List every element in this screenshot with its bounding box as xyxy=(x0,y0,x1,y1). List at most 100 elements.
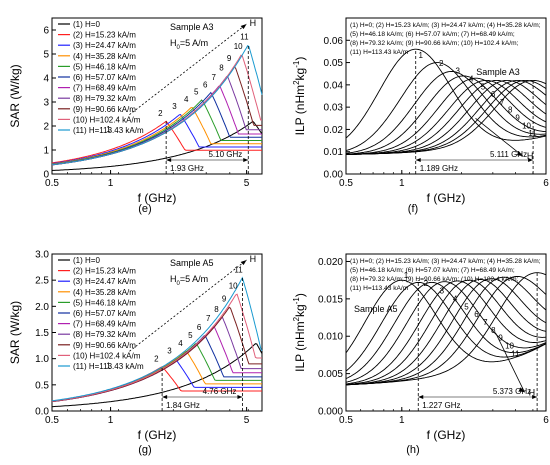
curve-label-5: 5 xyxy=(194,88,199,97)
curve-label-5: 5 xyxy=(188,331,193,340)
peak-annotation-left: 1.84 GHz xyxy=(166,401,200,410)
y-axis-label: SAR (W/kg) xyxy=(8,301,22,364)
chart-panel-f: 0.5 1 6 0.00 0.01 0.02 0.03 0.04 0.05 0.06 f (GHz)… xyxy=(292,17,549,215)
legend-entry-2: (2) H=15.23 kA/m xyxy=(73,267,136,276)
peak-annotation-right: 5.10 GHz xyxy=(208,150,242,159)
x-axis-label: f (GHz) xyxy=(427,191,466,205)
y-tick-label: 0.06 xyxy=(324,36,344,47)
field-arrow xyxy=(129,23,247,116)
peak-annotation-right: 4.76 GHz xyxy=(203,387,237,396)
series-line-5 xyxy=(345,280,547,385)
field-note: H0=5 A/m xyxy=(170,274,208,287)
curve-label-11: 11 xyxy=(240,32,249,41)
legend-line-4: (11) H=113.43 kA/m xyxy=(350,285,409,292)
curve-label-1: 1 xyxy=(106,125,111,134)
curve-label-8: 8 xyxy=(491,326,496,335)
y-tick-label: 0 xyxy=(43,170,49,181)
peak-annotation-right: 5.373 GHz xyxy=(493,387,531,396)
curve-label-2: 2 xyxy=(439,59,444,68)
curve-label-9: 9 xyxy=(227,54,232,63)
y-tick-label: 0.03 xyxy=(324,103,344,114)
legend-entry-7: (7) H=68.49 kA/m xyxy=(73,320,136,329)
field-arrow xyxy=(495,332,525,393)
series-line-6 xyxy=(345,79,547,155)
chart-panel-h: 0.5 1 6 0.000 0.005 0.010 0.015 0.020 f (GHz) ILP… xyxy=(292,253,549,456)
y-tick-label: 0.05 xyxy=(324,58,344,69)
y-tick-label: 1 xyxy=(43,146,49,157)
plot-frame xyxy=(345,253,547,412)
sample-label: Sample A3 xyxy=(476,67,520,77)
y-tick-label: 0.04 xyxy=(324,80,344,91)
curve-label-10: 10 xyxy=(234,42,243,51)
span-arrowhead-right xyxy=(532,395,538,399)
curve-label-4: 4 xyxy=(453,294,458,303)
legend-entry-7: (7) H=68.49 kA/m xyxy=(73,84,136,93)
y-axis-label: SAR (W/kg) xyxy=(8,64,22,127)
series-line-1 xyxy=(51,343,263,408)
legend-entry-4: (4) H=35.28 kA/m xyxy=(73,52,136,61)
plot-frame xyxy=(51,17,263,175)
curve-label-2: 2 xyxy=(154,355,159,364)
x-tick-label: 0.5 xyxy=(339,178,353,189)
series-line-10 xyxy=(51,293,262,402)
field-arrow xyxy=(129,259,247,352)
field-arrowhead xyxy=(240,260,247,265)
legend-line-3: (8) H=79.32 kA/m; (9) H=90.66 kA/m; (10)… xyxy=(350,40,519,47)
span-arrowhead-right xyxy=(528,158,534,162)
legend-entry-5: (5) H=46.18 kA/m xyxy=(73,62,136,71)
y-tick-label: 1.5 xyxy=(35,328,49,339)
legend-entry-5: (5) H=46.18 kA/m xyxy=(73,298,136,307)
panel-caption: (g) xyxy=(138,444,151,456)
legend-entry-1: (1) H=0 xyxy=(73,20,100,29)
curve-label-6: 6 xyxy=(203,80,208,89)
sample-label: Sample A5 xyxy=(354,304,398,314)
curve-label-1: 1 xyxy=(106,362,111,371)
y-tick-label: 0.02 xyxy=(324,125,344,136)
span-arrowhead-left xyxy=(415,158,421,162)
x-tick-label: 1 xyxy=(399,178,405,189)
x-tick-label: 5 xyxy=(244,178,250,189)
curve-label-3: 3 xyxy=(172,102,177,111)
field-arrowhead xyxy=(518,387,525,393)
y-tick-label: 0.000 xyxy=(318,407,343,418)
curve-label-3: 3 xyxy=(440,287,445,296)
legend-entry-11: (11) H=113.43 kA/m xyxy=(73,362,144,371)
series-line-11 xyxy=(51,276,263,402)
x-axis-label: f (GHz) xyxy=(427,428,466,442)
series-line-4 xyxy=(345,75,546,155)
legend-entry-2: (2) H=15.23 kA/m xyxy=(73,31,136,40)
chart-panel-g: 0.5 1 50.00.51.01.52.02.53.0f (GHz)SAR (W/… xyxy=(8,250,263,456)
y-tick-label: 0.5 xyxy=(35,380,49,391)
span-arrowhead-left xyxy=(166,158,172,162)
series-line-1 xyxy=(51,120,263,171)
field-arrow-label: H xyxy=(250,18,257,28)
series-line-2 xyxy=(345,62,547,152)
curve-label-8: 8 xyxy=(219,64,224,73)
x-tick-label: 6 xyxy=(543,415,549,426)
legend-entry-6: (6) H=57.07 kA/m xyxy=(73,309,136,318)
curve-label-1: 1 xyxy=(404,271,409,280)
curve-label-1: 1 xyxy=(418,51,423,60)
curve-label-4: 4 xyxy=(178,339,183,348)
y-tick-label: 1.0 xyxy=(35,354,49,365)
y-tick-label: 2.0 xyxy=(35,302,49,313)
curve-label-9: 9 xyxy=(498,334,503,343)
series-line-11 xyxy=(51,44,263,166)
y-tick-label: 6 xyxy=(43,26,49,37)
series-line-1 xyxy=(345,48,547,141)
series-line-4 xyxy=(345,281,547,383)
field-arrowhead xyxy=(516,151,523,157)
series-line-2 xyxy=(345,281,547,372)
x-tick-label: 1 xyxy=(399,415,405,426)
series-line-11 xyxy=(346,79,547,155)
series-line-7 xyxy=(346,278,547,386)
panel-caption: (e) xyxy=(138,203,151,215)
panel-caption: (f) xyxy=(408,203,418,215)
legend-entry-10: (10) H=102.4 kA/m xyxy=(73,115,141,124)
y-tick-label: 3.0 xyxy=(35,250,49,261)
x-tick-label: 5 xyxy=(244,415,250,426)
x-axis-label: f (GHz) xyxy=(138,428,177,442)
legend-entry-4: (4) H=35.28 kA/m xyxy=(73,288,136,297)
curve-label-6: 6 xyxy=(474,310,479,319)
